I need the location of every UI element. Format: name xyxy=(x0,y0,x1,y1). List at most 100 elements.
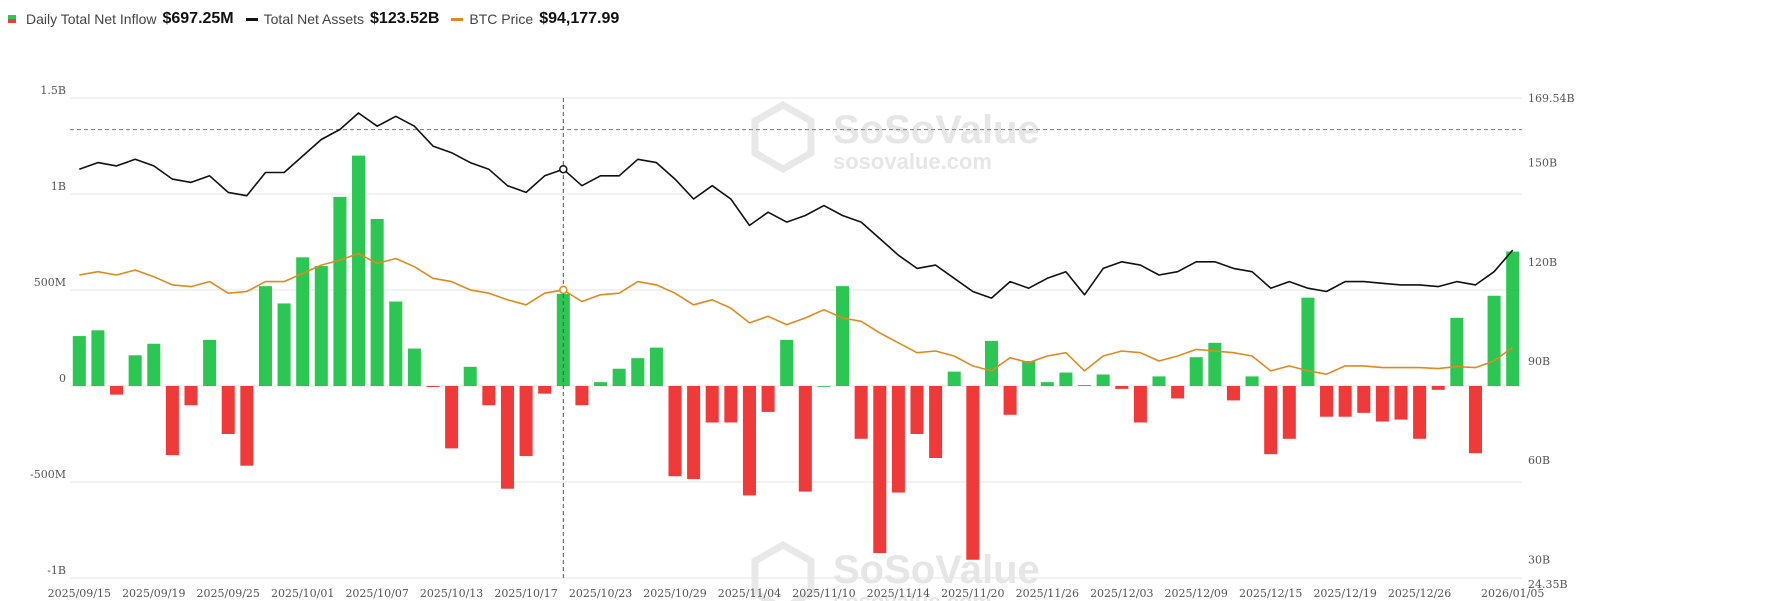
inflow-bar xyxy=(1189,357,1203,386)
x-axis-tick-label: 2025/10/17 xyxy=(494,587,557,600)
inflow-bar xyxy=(277,303,291,386)
inflow-bar xyxy=(1171,386,1185,399)
x-axis-tick-label: 2025/11/04 xyxy=(718,587,781,600)
inflow-bar xyxy=(445,386,459,449)
right-axis-tick-label: 60B xyxy=(1528,454,1550,467)
right-axis-tick-label: 90B xyxy=(1528,355,1550,368)
inflow-bar xyxy=(687,386,701,480)
inflow-bar xyxy=(929,386,943,458)
x-axis-tick-label: 2025/10/29 xyxy=(643,587,706,600)
inflow-bar xyxy=(1320,386,1334,417)
assets-line-swatch-icon xyxy=(245,17,258,21)
inflow-bar xyxy=(1264,386,1278,455)
x-axis-tick-label: 2025/09/19 xyxy=(122,587,185,600)
inflow-bar xyxy=(854,386,868,439)
legend-inflow-label: Daily Total Net Inflow xyxy=(26,11,157,27)
inflow-bar xyxy=(147,343,161,386)
inflow-bar xyxy=(314,266,328,386)
x-axis-tick-label: 2026/01/05 xyxy=(1481,587,1544,600)
inflow-bar xyxy=(761,386,775,412)
inflow-bar xyxy=(891,386,905,493)
btc-line-swatch-icon xyxy=(451,17,464,21)
inflow-bar xyxy=(1059,372,1073,386)
crosshair-btc-point xyxy=(559,285,568,295)
inflow-bar xyxy=(668,386,682,477)
left-axis: 1.5B 1B 500M 0 -500M -1B xyxy=(30,84,66,577)
inflow-bar xyxy=(1096,374,1110,386)
inflow-bar xyxy=(1282,386,1296,439)
legend-btc-value: $94,177.99 xyxy=(539,10,620,27)
watermark-url: sosovalue.com xyxy=(833,589,992,601)
inflow-bar xyxy=(1357,386,1371,413)
x-axis-tick-label: 2025/12/19 xyxy=(1313,587,1376,600)
left-axis-tick-label: 1B xyxy=(51,180,66,193)
watermark-logo-icon xyxy=(751,540,815,601)
crosshair xyxy=(559,98,568,578)
inflow-bar xyxy=(1245,376,1259,386)
btc-price-line xyxy=(79,252,1514,376)
inflow-bar xyxy=(240,386,254,466)
inflow-bar xyxy=(612,368,626,386)
watermark-url: sosovalue.com xyxy=(833,149,992,174)
inflow-bar xyxy=(1487,295,1501,386)
chart-legend: Daily Total Net Inflow $697.25M Total Ne… xyxy=(8,8,631,30)
legend-item-assets[interactable]: Total Net Assets $123.52B xyxy=(245,10,439,28)
x-axis-tick-label: 2025/09/15 xyxy=(48,587,111,600)
inflow-bar xyxy=(705,386,719,423)
grid-lines xyxy=(70,97,1522,579)
inflow-bar xyxy=(165,386,179,456)
x-axis-tick-label: 2025/10/23 xyxy=(569,587,632,600)
inflow-bar xyxy=(631,358,645,386)
inflow-bar xyxy=(1115,386,1129,389)
inflow-bar xyxy=(1003,386,1017,415)
inflow-bar xyxy=(594,382,608,386)
right-axis-tick-label: 30B xyxy=(1528,553,1550,566)
inflow-bar xyxy=(91,330,105,386)
left-axis-tick-label: -500M xyxy=(30,468,66,481)
inflow-bar xyxy=(482,386,496,406)
inflow-bar xyxy=(798,386,812,492)
legend-btc-label: BTC Price xyxy=(469,11,534,27)
inflow-bar xyxy=(1506,251,1520,386)
inflow-bar xyxy=(184,386,198,406)
inflow-bar xyxy=(1133,386,1147,423)
inflow-bar xyxy=(296,257,310,386)
inflow-bar xyxy=(407,348,421,386)
inflow-bar xyxy=(1375,386,1389,422)
left-axis-tick-label: 500M xyxy=(34,276,66,289)
left-axis-tick-label: 1.5B xyxy=(40,84,66,97)
right-axis: 169.54B 150B 120B 90B 60B 30B 24.35B xyxy=(1528,92,1575,591)
inflow-bar xyxy=(1394,386,1408,420)
inflow-bar xyxy=(1413,386,1427,439)
inflow-bar xyxy=(72,336,86,386)
watermark-brand: SoSoValue xyxy=(833,108,1040,152)
inflow-bar xyxy=(389,301,403,386)
inflow-bar xyxy=(984,340,998,386)
inflow-bar xyxy=(1450,317,1464,386)
legend-item-btc[interactable]: BTC Price $94,177.99 xyxy=(451,10,619,28)
inflow-bar xyxy=(538,386,552,394)
watermark-brand: SoSoValue xyxy=(833,548,1040,592)
inflow-bar xyxy=(500,386,514,489)
x-axis-tick-label: 2025/12/03 xyxy=(1090,587,1153,600)
inflow-bar xyxy=(873,386,887,554)
inflow-bar xyxy=(575,386,589,406)
inflow-bar xyxy=(128,355,142,386)
x-axis-tick-label: 2025/11/10 xyxy=(792,587,855,600)
inflow-bar xyxy=(947,371,961,386)
total-net-assets-line xyxy=(79,112,1514,299)
x-axis-tick-label: 2025/11/26 xyxy=(1016,587,1079,600)
inflow-bar xyxy=(742,386,756,496)
watermark-group: SoSoValuesosovalue.comSoSoValuesosovalue… xyxy=(751,100,1040,601)
x-axis-tick-label: 2025/10/01 xyxy=(271,587,334,600)
right-axis-tick-label: 169.54B xyxy=(1528,92,1575,105)
legend-item-inflow[interactable]: Daily Total Net Inflow $697.25M xyxy=(8,10,234,28)
inflow-bar xyxy=(1208,342,1222,386)
series-lines xyxy=(79,112,1514,376)
inflow-bar xyxy=(221,386,235,434)
inflow-bar xyxy=(1040,382,1054,386)
right-axis-tick-label: 120B xyxy=(1528,256,1557,269)
inflow-swatch-icon xyxy=(8,15,16,23)
